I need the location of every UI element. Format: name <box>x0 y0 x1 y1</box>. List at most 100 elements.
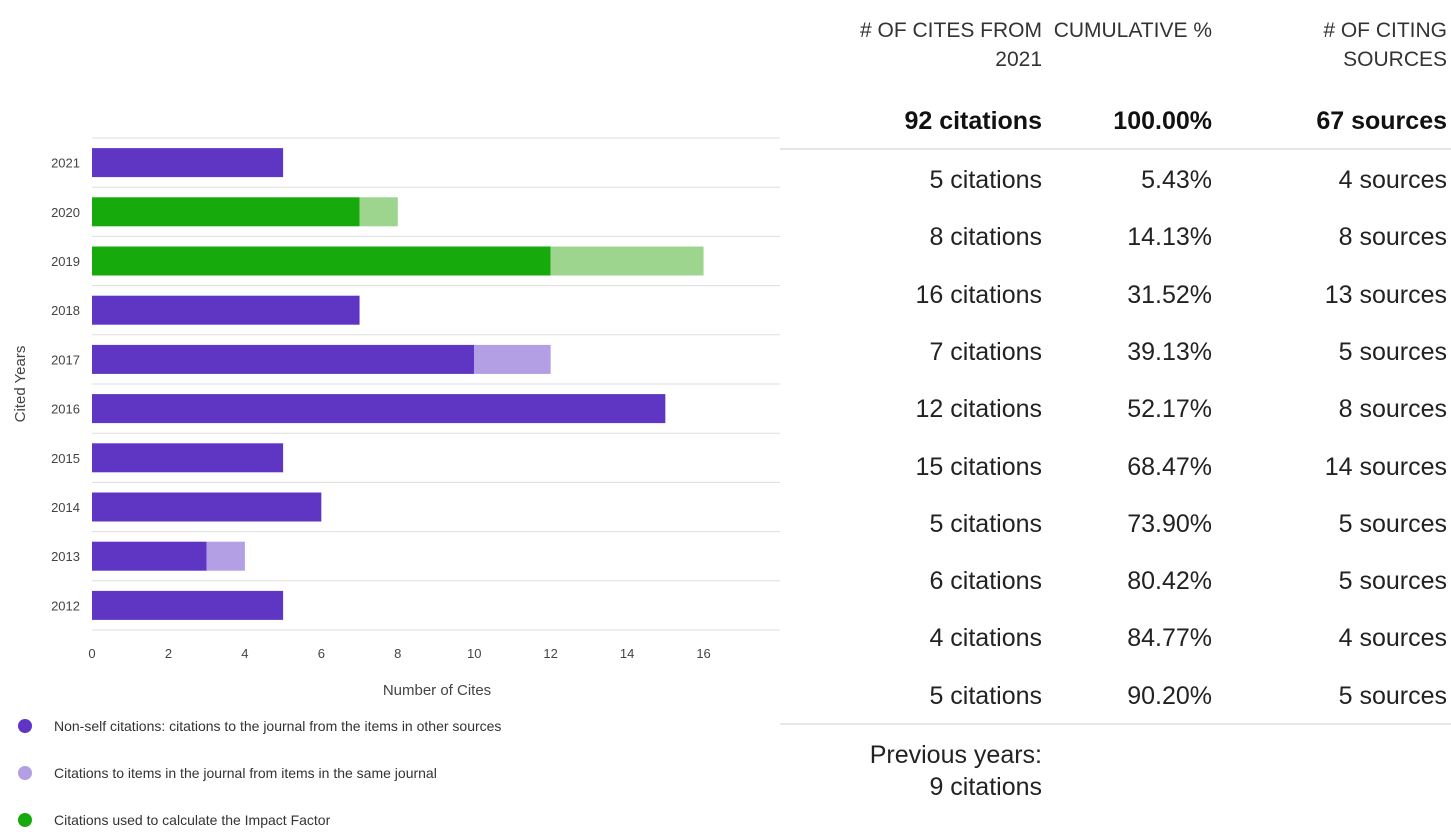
previous-years: Previous years: 9 citations <box>782 739 1042 803</box>
table-row: 5 citations 90.20% 5 sources <box>780 668 1451 725</box>
y-tick-label: 2019 <box>51 254 80 269</box>
row-sources: 8 sources <box>1338 395 1447 424</box>
total-row: 92 citations 100.00% 67 sources <box>780 93 1451 150</box>
row-cites: 12 citations <box>915 395 1042 424</box>
x-tick-label: 10 <box>467 646 481 661</box>
citation-bar-chart: 2021202020192018201720162015201420132012… <box>12 137 780 699</box>
row-sources: 4 sources <box>1338 166 1447 194</box>
row-cumulative: 90.20% <box>1127 681 1212 710</box>
bar-2012-series-0[interactable] <box>92 590 284 620</box>
chart-grid <box>92 137 780 631</box>
bar-2019-series-2[interactable] <box>92 246 551 276</box>
y-tick-label: 2016 <box>51 402 80 417</box>
row-cumulative: 5.43% <box>1141 166 1212 194</box>
row-sources: 4 sources <box>1338 624 1447 653</box>
row-cumulative: 68.47% <box>1127 452 1212 481</box>
row-sources: 5 sources <box>1338 681 1447 710</box>
legend-swatch-self <box>18 766 32 780</box>
y-tick-label: 2018 <box>51 303 80 318</box>
legend-label-self: Citations to items in the journal from i… <box>54 765 437 781</box>
total-cites: 92 citations <box>904 107 1042 135</box>
table-row: 5 citations 5.43% 4 sources <box>780 152 1451 209</box>
header-cites: # OF CITES FROM 2021 <box>859 19 1042 71</box>
total-sources: 67 sources <box>1316 107 1447 135</box>
y-tick-label: 2013 <box>51 549 80 564</box>
legend-item-non-self[interactable]: Non-self citations: citations to the jou… <box>18 714 501 738</box>
bar-2013-series-1[interactable] <box>206 541 245 571</box>
table-row: 8 citations 14.13% 8 sources <box>780 209 1451 266</box>
y-tick-label: 2021 <box>51 156 80 171</box>
y-tick-label: 2012 <box>51 598 80 613</box>
row-cites: 8 citations <box>929 223 1042 252</box>
table-row: 12 citations 52.17% 8 sources <box>780 381 1451 438</box>
x-tick-label: 2 <box>165 646 172 661</box>
table-divider-top <box>780 148 1451 150</box>
bar-2017-series-0[interactable] <box>92 344 475 374</box>
table-row: 6 citations 80.42% 5 sources <box>780 553 1451 610</box>
row-cites: 16 citations <box>915 280 1042 309</box>
row-cites: 6 citations <box>929 567 1042 596</box>
row-cumulative: 39.13% <box>1127 337 1212 366</box>
row-cites: 7 citations <box>929 337 1042 366</box>
x-tick-label: 0 <box>88 646 95 661</box>
y-tick-label: 2014 <box>51 500 80 515</box>
previous-years-label: Previous years: <box>869 741 1042 769</box>
row-cumulative: 84.77% <box>1127 624 1212 653</box>
row-cumulative: 52.17% <box>1127 395 1212 424</box>
row-sources: 5 sources <box>1338 337 1447 366</box>
chart-bars <box>92 148 704 620</box>
legend-label-non-self: Non-self citations: citations to the jou… <box>54 718 502 734</box>
table-divider-bottom <box>780 723 1451 725</box>
row-sources: 13 sources <box>1324 280 1447 309</box>
row-cites: 5 citations <box>929 509 1042 538</box>
previous-years-value: 9 citations <box>929 773 1042 801</box>
x-tick-label: 16 <box>696 646 710 661</box>
x-tick-label: 14 <box>620 646 634 661</box>
legend-swatch-non-self <box>18 719 32 733</box>
bar-2021-series-0[interactable] <box>92 148 284 178</box>
row-sources: 14 sources <box>1324 452 1447 481</box>
legend-item-self[interactable]: Citations to items in the journal from i… <box>18 761 437 785</box>
row-sources: 5 sources <box>1338 509 1447 538</box>
y-tick-label: 2015 <box>51 451 80 466</box>
row-sources: 8 sources <box>1338 223 1447 252</box>
y-axis-title: Cited Years <box>12 346 29 423</box>
table-row: 7 citations 39.13% 5 sources <box>780 324 1451 381</box>
x-tick-labels: 0 2 4 6 8 10 12 14 16 <box>88 646 710 661</box>
bar-2015-series-0[interactable] <box>92 443 284 473</box>
bar-2018-series-0[interactable] <box>92 295 360 325</box>
table-row: 15 citations 68.47% 14 sources <box>780 439 1451 496</box>
row-cites: 5 citations <box>929 681 1042 710</box>
legend-swatch-impact-factor <box>18 813 32 827</box>
legend-label-impact-factor: Citations used to calculate the Impact F… <box>54 812 331 828</box>
bar-2014-series-0[interactable] <box>92 492 322 522</box>
row-cites: 15 citations <box>915 452 1042 481</box>
table-row: 5 citations 73.90% 5 sources <box>780 496 1451 553</box>
bar-2020-series-2[interactable] <box>92 197 360 227</box>
table-row: 16 citations 31.52% 13 sources <box>780 267 1451 324</box>
row-cumulative: 73.90% <box>1127 509 1212 538</box>
y-tick-labels: 2021 2020 2019 2018 2017 2016 2015 2014 2013 2012 <box>51 156 80 614</box>
x-tick-label: 8 <box>394 646 401 661</box>
citation-table: # OF CITES FROM 2021 CUMULATIVE % # OF C… <box>780 0 1451 828</box>
row-cites: 5 citations <box>929 166 1042 194</box>
row-cumulative: 80.42% <box>1127 567 1212 596</box>
bar-2016-series-0[interactable] <box>92 394 666 424</box>
row-sources: 5 sources <box>1338 567 1447 596</box>
header-sources: # OF CITING SOURCES <box>1323 19 1447 71</box>
legend-item-impact-factor[interactable]: Citations used to calculate the Impact F… <box>18 808 330 832</box>
table-row: 4 citations 84.77% 4 sources <box>780 610 1451 667</box>
bar-2013-series-0[interactable] <box>92 541 207 571</box>
bar-2017-series-1[interactable] <box>474 344 551 374</box>
x-tick-label: 12 <box>543 646 557 661</box>
x-tick-label: 6 <box>318 646 325 661</box>
header-cumulative: CUMULATIVE % <box>1053 19 1212 42</box>
bar-2019-series-3[interactable] <box>550 246 704 276</box>
row-cumulative: 14.13% <box>1127 223 1212 252</box>
total-cumulative: 100.00% <box>1113 107 1212 135</box>
x-tick-label: 4 <box>241 646 248 661</box>
bar-2020-series-3[interactable] <box>359 197 398 227</box>
y-tick-label: 2020 <box>51 205 80 220</box>
x-axis-title: Number of Cites <box>383 682 491 699</box>
y-tick-label: 2017 <box>51 352 80 367</box>
